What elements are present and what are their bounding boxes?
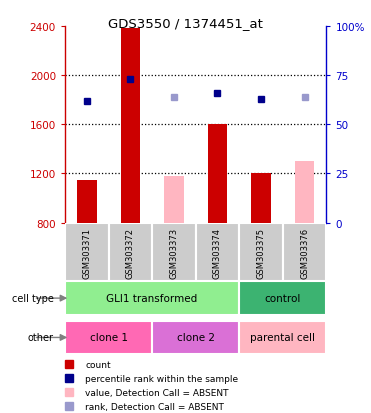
Text: GLI1 transformed: GLI1 transformed (106, 293, 198, 304)
Bar (295, 162, 315, 223)
Bar (196, 223, 239, 281)
Text: cell type: cell type (12, 293, 54, 304)
Bar (109, 223, 152, 281)
Bar (152, 223, 196, 281)
Bar (152, 321, 239, 354)
Bar (208, 125, 227, 223)
Bar (239, 223, 283, 281)
Bar (121, 29, 140, 223)
Text: value, Detection Call = ABSENT: value, Detection Call = ABSENT (85, 388, 229, 396)
Bar (77, 180, 96, 223)
Bar (65, 223, 109, 281)
Bar (65, 282, 239, 315)
Text: clone 2: clone 2 (177, 332, 215, 343)
Bar (239, 321, 326, 354)
Text: clone 1: clone 1 (89, 332, 128, 343)
Text: GSM303372: GSM303372 (126, 228, 135, 278)
Text: GDS3550 / 1374451_at: GDS3550 / 1374451_at (108, 17, 263, 29)
Bar (164, 177, 184, 223)
Text: rank, Detection Call = ABSENT: rank, Detection Call = ABSENT (85, 401, 224, 411)
Text: GSM303371: GSM303371 (82, 228, 91, 278)
Text: GSM303374: GSM303374 (213, 228, 222, 278)
Text: parental cell: parental cell (250, 332, 315, 343)
Text: control: control (265, 293, 301, 304)
Text: percentile rank within the sample: percentile rank within the sample (85, 374, 238, 382)
Bar (239, 282, 326, 315)
Text: other: other (28, 332, 54, 343)
Text: count: count (85, 360, 111, 369)
Bar (65, 321, 152, 354)
Bar (283, 223, 326, 281)
Text: GSM303375: GSM303375 (257, 228, 266, 278)
Bar (251, 174, 271, 223)
Text: GSM303373: GSM303373 (170, 228, 178, 279)
Text: GSM303376: GSM303376 (300, 228, 309, 279)
